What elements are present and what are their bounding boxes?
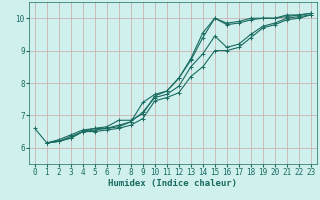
X-axis label: Humidex (Indice chaleur): Humidex (Indice chaleur): [108, 179, 237, 188]
